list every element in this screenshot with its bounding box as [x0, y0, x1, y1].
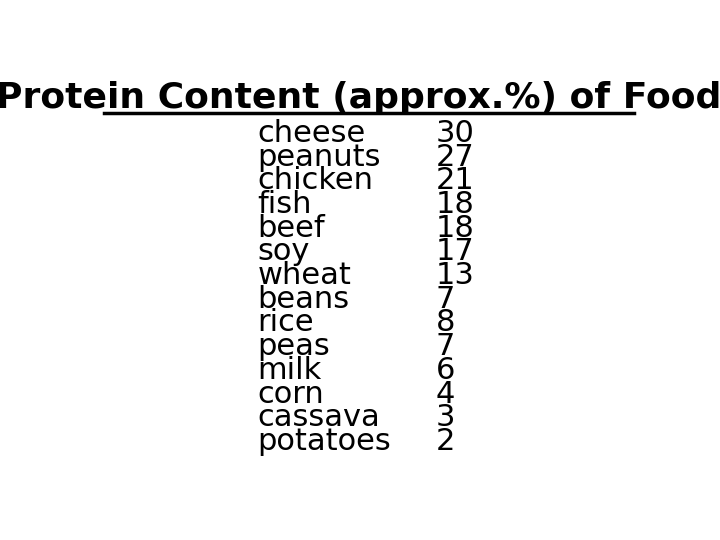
Text: milk: milk	[258, 356, 322, 385]
Text: 17: 17	[436, 238, 474, 266]
Text: corn: corn	[258, 380, 324, 409]
Text: 6: 6	[436, 356, 455, 385]
Text: rice: rice	[258, 308, 314, 338]
Text: beef: beef	[258, 214, 325, 242]
Text: fish: fish	[258, 190, 312, 219]
Text: 30: 30	[436, 119, 474, 148]
Text: 18: 18	[436, 190, 474, 219]
Text: beans: beans	[258, 285, 349, 314]
Text: cheese: cheese	[258, 119, 366, 148]
Text: 21: 21	[436, 166, 474, 195]
Text: 3: 3	[436, 403, 456, 432]
Text: cassava: cassava	[258, 403, 380, 432]
Text: peanuts: peanuts	[258, 143, 381, 172]
Text: potatoes: potatoes	[258, 427, 391, 456]
Text: 4: 4	[436, 380, 455, 409]
Text: 18: 18	[436, 214, 474, 242]
Text: wheat: wheat	[258, 261, 351, 290]
Text: 27: 27	[436, 143, 474, 172]
Text: 7: 7	[436, 332, 455, 361]
Text: soy: soy	[258, 238, 310, 266]
Text: 2: 2	[436, 427, 455, 456]
Text: peas: peas	[258, 332, 330, 361]
Text: 13: 13	[436, 261, 474, 290]
Text: chicken: chicken	[258, 166, 374, 195]
Text: 8: 8	[436, 308, 456, 338]
Text: 7: 7	[436, 285, 455, 314]
Text: Protein Content (approx.%) of Foods: Protein Content (approx.%) of Foods	[0, 82, 720, 116]
